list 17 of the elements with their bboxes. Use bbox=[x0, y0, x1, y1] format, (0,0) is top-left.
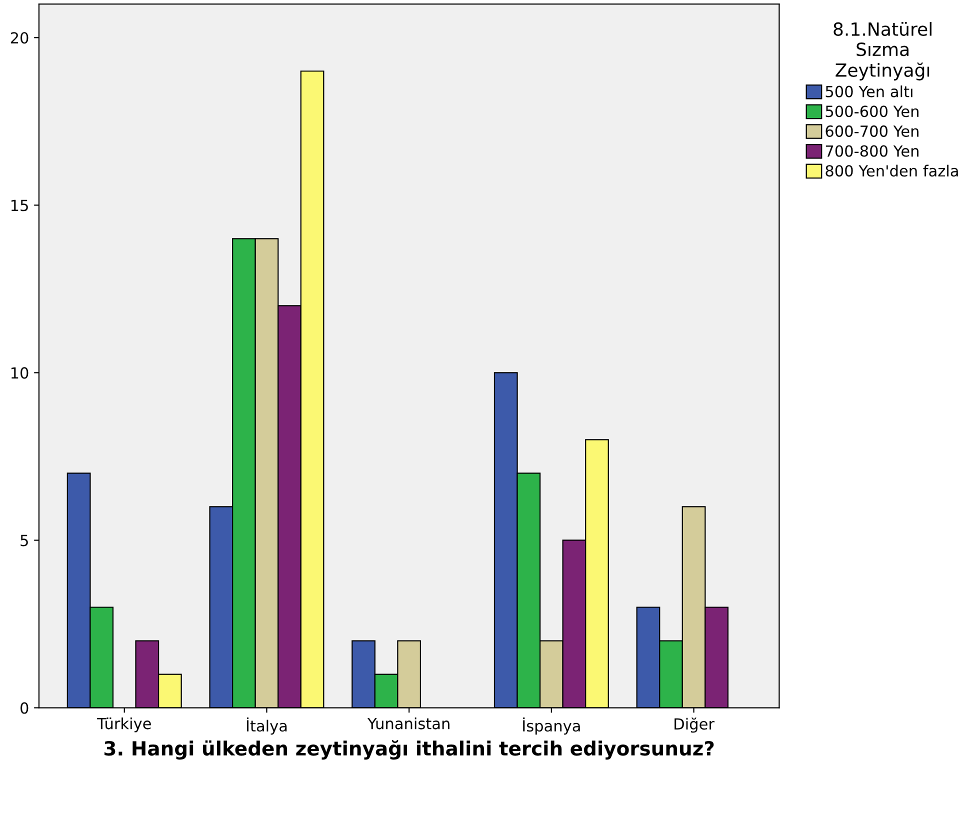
legend-label: 500 Yen altı bbox=[826, 85, 912, 98]
y-tick-label: 15 bbox=[11, 200, 28, 212]
y-tick-label: 5 bbox=[20, 534, 28, 546]
legend-label: 600-700 Yen bbox=[826, 125, 918, 137]
y-tick-label: 10 bbox=[11, 367, 28, 379]
legend-label: 800 Yen'den fazla bbox=[826, 164, 958, 177]
x-tick-label: İspanya bbox=[523, 718, 580, 735]
x-tick-label: Türkiye bbox=[96, 718, 151, 732]
x-tick-label: İtalya bbox=[246, 718, 287, 735]
y-tick-label: 20 bbox=[10, 32, 28, 44]
legend-title: 8.1.Natürel Sızma Zeytinyağı bbox=[834, 22, 932, 80]
x-tick-label: Yunanistan bbox=[367, 718, 450, 730]
x-tick-label: Diğer bbox=[674, 718, 714, 733]
legend-label: 700-800 Yen bbox=[826, 145, 918, 157]
legend-label: 500-600 Yen bbox=[826, 106, 918, 118]
x-axis-title: 3. Hangi ülkeden zeytinyağı ithalini tercih ediyorsunuz? bbox=[104, 740, 714, 760]
y-tick-label: 0 bbox=[20, 702, 28, 714]
